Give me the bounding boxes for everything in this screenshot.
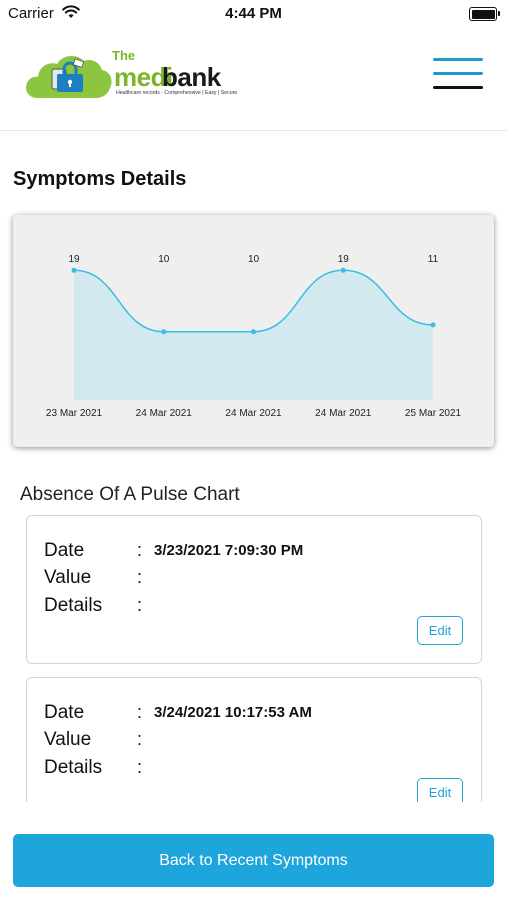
details-label: Details xyxy=(44,595,103,616)
edit-button[interactable]: Edit xyxy=(417,616,463,645)
edit-button[interactable]: Edit xyxy=(417,778,463,802)
details-label: Details xyxy=(44,757,103,778)
app-header: The medi bank Healthcare records - Compr… xyxy=(0,28,507,131)
symptoms-chart: 19 23 Mar 2021 10 24 Mar 2021 10 24 Mar 2021 1… xyxy=(46,254,462,419)
value-label: Value xyxy=(44,729,92,750)
brand-the: The xyxy=(112,48,136,63)
colon: : xyxy=(137,567,143,587)
medibank-logo[interactable]: The medi bank Healthcare records - Compr… xyxy=(24,48,244,100)
brand-bank: bank xyxy=(162,62,221,92)
carrier-label: Carrier xyxy=(8,5,54,22)
battery-icon xyxy=(469,7,500,21)
date-value: 3/24/2021 10:17:53 AM xyxy=(154,704,312,721)
colon: : xyxy=(137,757,143,777)
cloud-lock-icon xyxy=(26,55,112,98)
date-label: Date xyxy=(44,702,85,723)
colon: : xyxy=(137,595,143,615)
back-to-recent-symptoms-button[interactable]: Back to Recent Symptoms xyxy=(13,834,494,887)
chart-data-label: 10 xyxy=(248,254,260,265)
clock-label: 4:44 PM xyxy=(225,5,282,22)
date-value: 3/23/2021 7:09:30 PM xyxy=(154,542,304,559)
colon: : xyxy=(137,540,143,560)
records-list[interactable]: Date : 3/23/2021 7:09:30 PM Value : Deta… xyxy=(26,515,482,802)
chart-data-label: 19 xyxy=(338,254,350,265)
chart-point[interactable] xyxy=(340,267,346,273)
chart-area-fill xyxy=(74,270,433,400)
symptoms-chart-card: 19 23 Mar 2021 10 24 Mar 2021 10 24 Mar 2021 1… xyxy=(13,215,494,447)
brand-medi: medi xyxy=(114,62,173,92)
chart-point[interactable] xyxy=(71,267,77,273)
brand-tagline: Healthcare records - Comprehensive | Eas… xyxy=(116,90,238,96)
record-card: Date : 3/23/2021 7:09:30 PM Value : Deta… xyxy=(26,515,482,664)
chart-x-tick-label: 23 Mar 2021 xyxy=(46,408,103,419)
value-label: Value xyxy=(44,567,92,588)
hamburger-icon[interactable] xyxy=(433,58,483,92)
chart-point[interactable] xyxy=(161,329,167,335)
chart-x-tick-label: 24 Mar 2021 xyxy=(315,408,372,419)
chart-data-label: 11 xyxy=(428,254,439,265)
chart-x-tick-label: 25 Mar 2021 xyxy=(405,408,462,419)
chart-x-tick-label: 24 Mar 2021 xyxy=(136,408,193,419)
date-label: Date xyxy=(44,540,85,561)
chart-data-label: 10 xyxy=(158,254,170,265)
chart-series-line xyxy=(73,269,434,333)
chart-x-tick-label: 24 Mar 2021 xyxy=(225,408,282,419)
list-title: Absence Of A Pulse Chart xyxy=(20,484,240,505)
chart-point[interactable] xyxy=(430,322,436,328)
chart-point[interactable] xyxy=(251,329,256,335)
status-bar: Carrier 4:44 PM xyxy=(0,0,507,28)
record-card: Date : 3/24/2021 10:17:53 AM Value : Det… xyxy=(26,677,482,802)
page-title: Symptoms Details xyxy=(13,168,187,190)
colon: : xyxy=(137,702,143,722)
chart-data-label: 19 xyxy=(68,254,80,265)
colon: : xyxy=(137,729,143,749)
wifi-icon xyxy=(62,5,80,24)
